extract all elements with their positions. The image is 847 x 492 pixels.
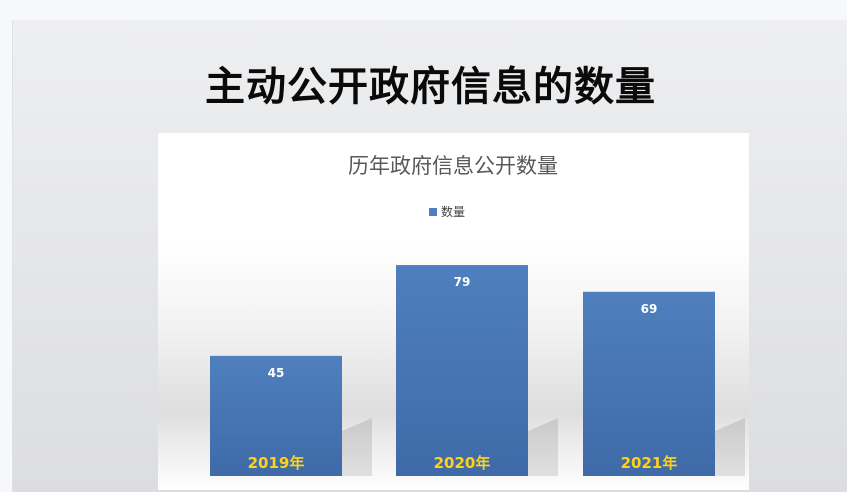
- legend-label: 数量: [441, 204, 465, 219]
- chart-title: 历年政府信息公开数量: [348, 154, 558, 178]
- bar-shadow: [715, 418, 745, 476]
- bar-shadow: [342, 418, 372, 476]
- category-label: 2021年: [621, 454, 678, 472]
- legend-swatch: [429, 208, 437, 216]
- bar-2019年: [210, 355, 342, 476]
- legend: 数量: [429, 204, 465, 219]
- bar-2021年: [583, 291, 715, 476]
- category-label: 2019年: [248, 454, 305, 472]
- category-label: 2020年: [434, 454, 491, 472]
- slide: 主动公开政府信息的数量 历年政府信息公开数量 数量 45 2019年 79 2020年…: [12, 20, 847, 492]
- bar-2020年: [396, 265, 528, 476]
- chart-panel: 历年政府信息公开数量 数量 45 2019年 79 2020年 69 2021年: [158, 133, 749, 490]
- data-label: 79: [454, 275, 471, 289]
- bar-group: 45 2019年 79 2020年 69 2021年: [210, 265, 745, 476]
- data-label: 45: [268, 366, 285, 380]
- bar-chart: 历年政府信息公开数量 数量 45 2019年 79 2020年 69 2021年: [210, 154, 745, 476]
- data-label: 69: [641, 302, 658, 316]
- slide-title: 主动公开政府信息的数量: [205, 63, 656, 110]
- bar-shadow: [528, 418, 558, 476]
